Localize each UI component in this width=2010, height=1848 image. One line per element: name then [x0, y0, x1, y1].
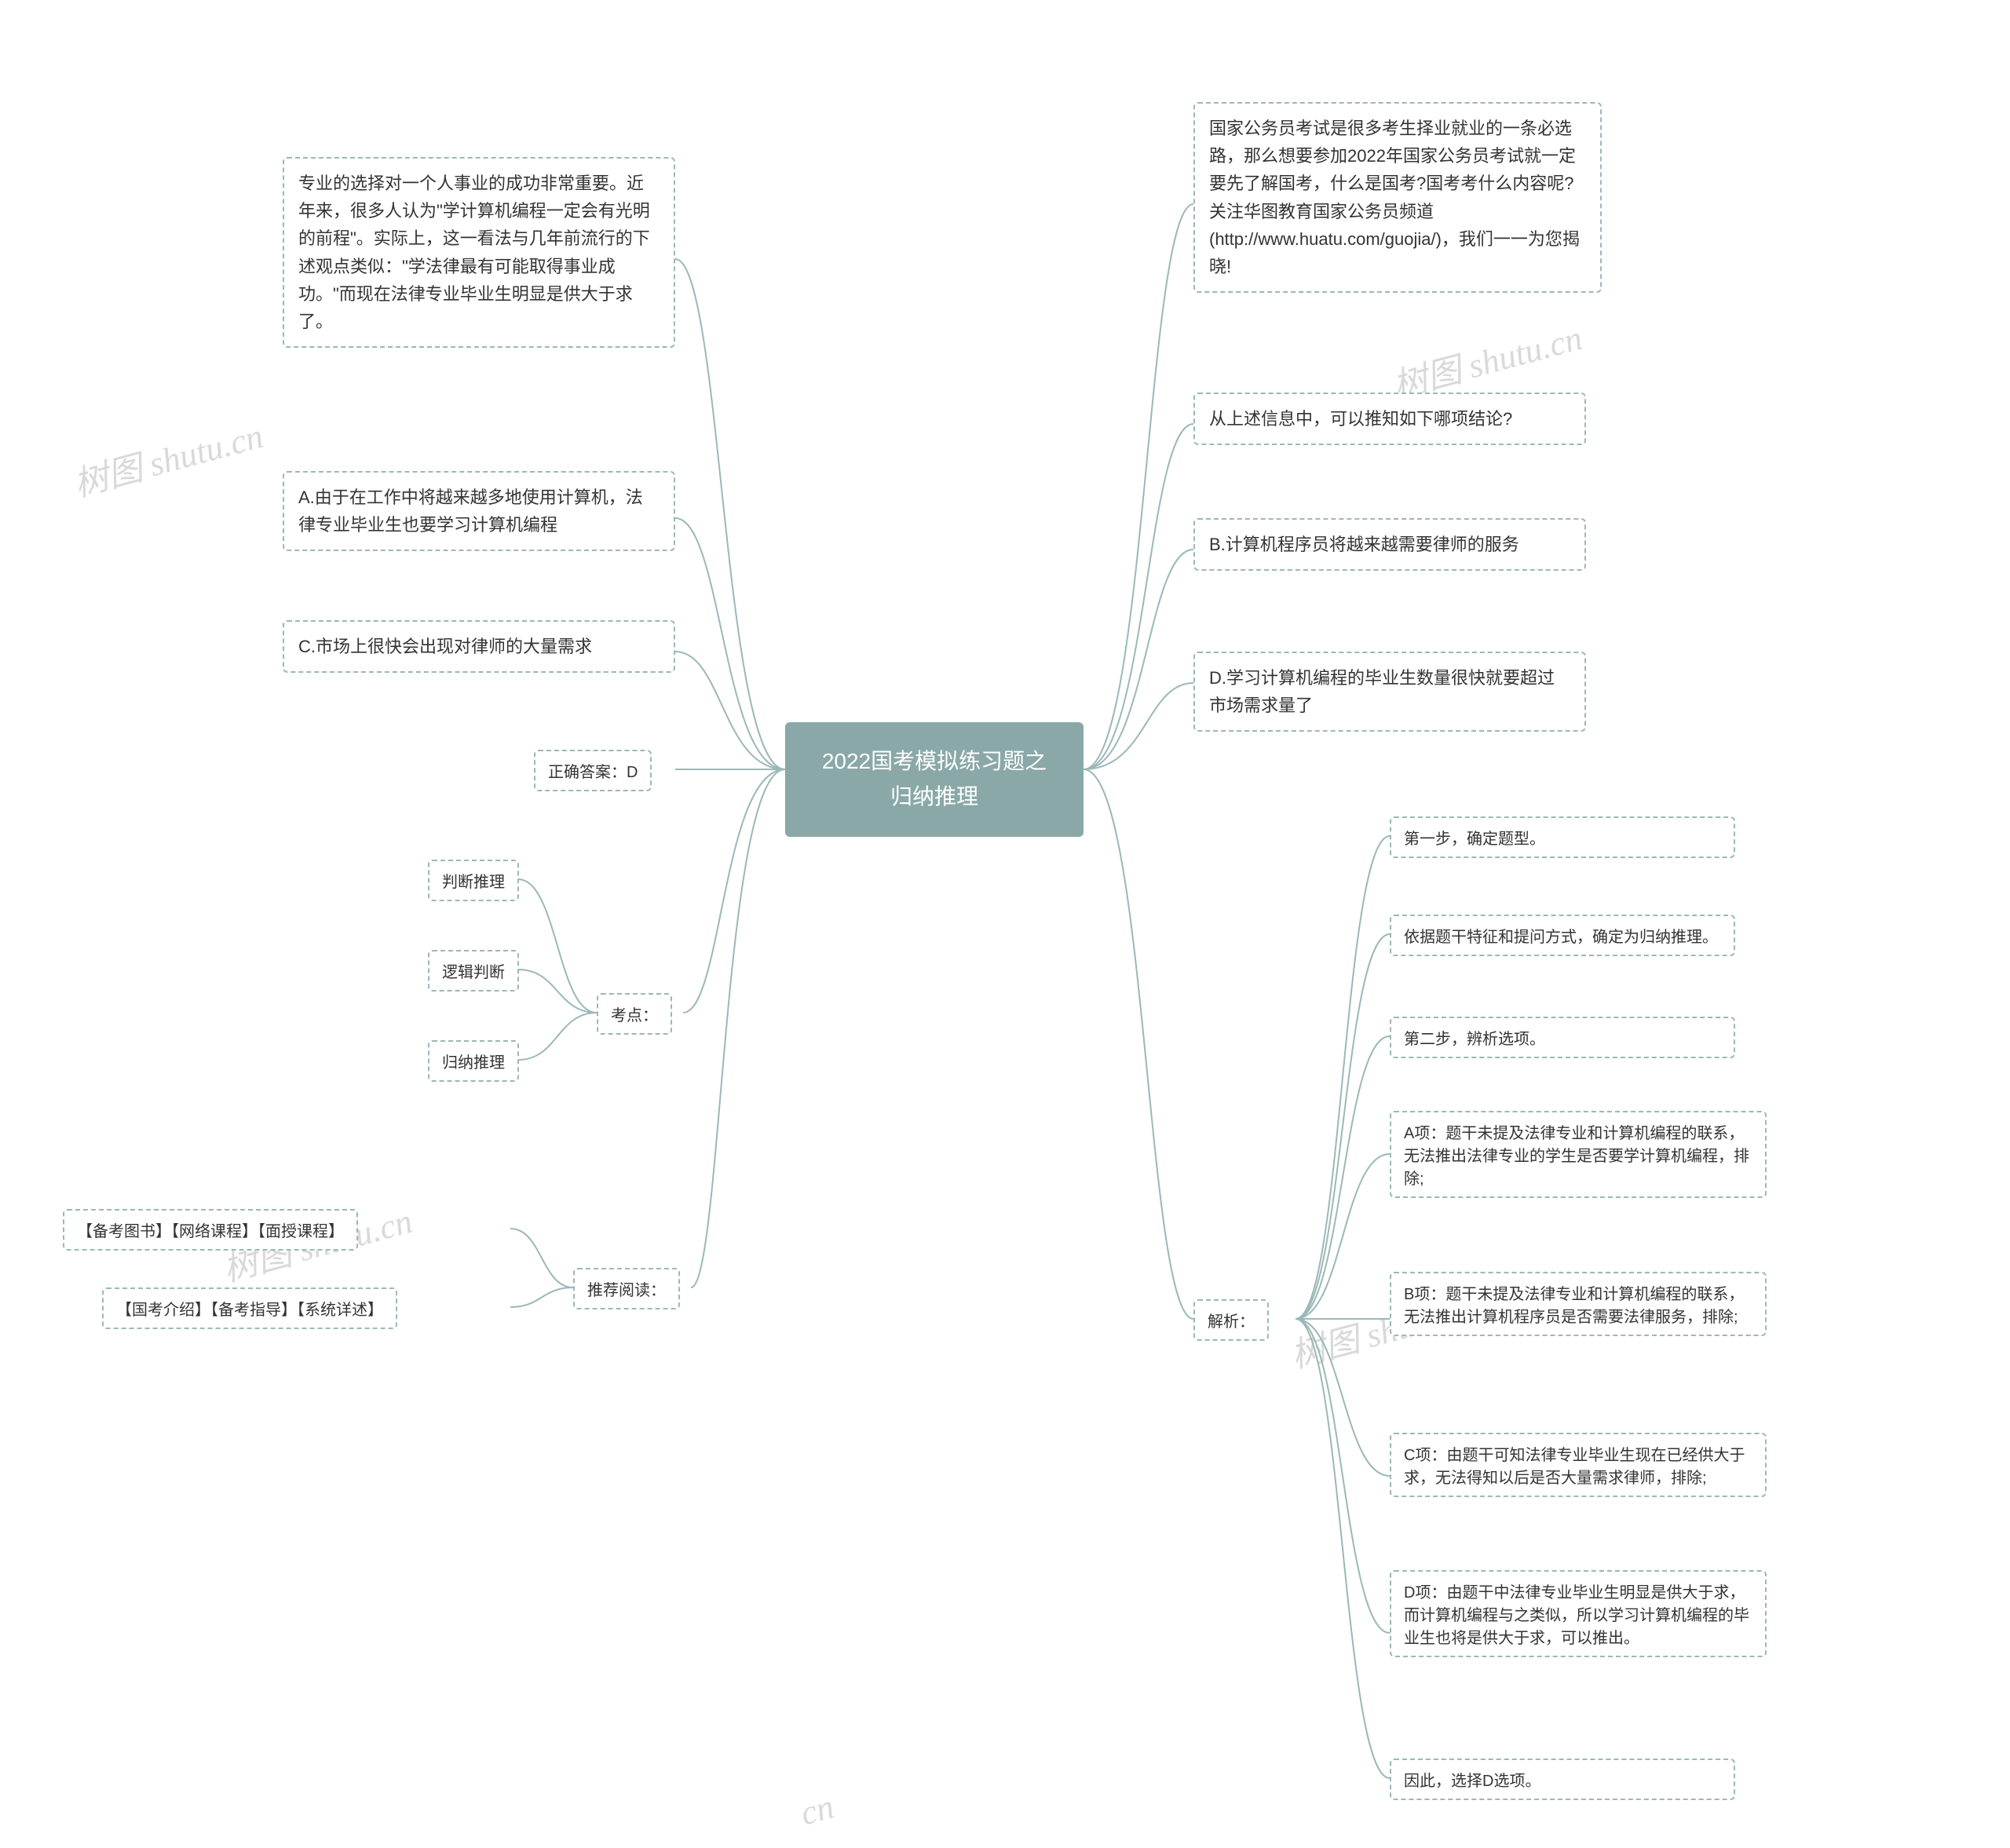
- right-sub-c: C项：由题干可知法律专业毕业生现在已经供大于求，无法得知以后是否大量需求律师，排…: [1390, 1433, 1767, 1497]
- right-node-option-b: B.计算机程序员将越来越需要律师的服务: [1193, 518, 1586, 571]
- watermark: 树图 shutu.cn: [68, 407, 268, 506]
- right-sub-a: A项：题干未提及法律专业和计算机编程的联系，无法推出法律专业的学生是否要学计算机…: [1390, 1111, 1767, 1198]
- right-node-analysis: 解析：: [1193, 1299, 1269, 1341]
- left-node-answer: 正确答案：D: [534, 750, 652, 791]
- right-sub-conclusion: 因此，选择D选项。: [1390, 1759, 1735, 1800]
- right-sub-basis: 依据题干特征和提问方式，确定为归纳推理。: [1390, 915, 1735, 956]
- left-sub-induct: 归纳推理: [428, 1040, 519, 1082]
- left-rec-2: 【国考介绍】【备考指导】【系统详述】: [102, 1287, 397, 1329]
- right-node-intro: 国家公务员考试是很多考生择业就业的一条必选路，那么想要参加2022年国家公务员考…: [1193, 102, 1602, 293]
- right-sub-step1: 第一步，确定题型。: [1390, 816, 1735, 858]
- left-node-option-c: C.市场上很快会出现对律师的大量需求: [283, 620, 675, 673]
- left-node-recommend: 推荐阅读：: [573, 1268, 680, 1309]
- right-sub-d: D项：由题干中法律专业毕业生明显是供大于求，而计算机编程与之类似，所以学习计算机…: [1390, 1570, 1767, 1657]
- left-node-option-a: A.由于在工作中将越来越多地使用计算机，法律专业毕业生也要学习计算机编程: [283, 471, 675, 551]
- left-rec-1: 【备考图书】【网络课程】【面授课程】: [63, 1209, 358, 1251]
- right-sub-step2: 第二步，辨析选项。: [1390, 1017, 1735, 1058]
- left-sub-logic: 逻辑判断: [428, 950, 519, 992]
- left-sub-judge: 判断推理: [428, 860, 519, 901]
- left-node-passage: 专业的选择对一个人事业的成功非常重要。近年来，很多人认为"学计算机编程一定会有光…: [283, 157, 675, 348]
- right-node-option-d: D.学习计算机编程的毕业生数量很快就要超过市场需求量了: [1193, 652, 1586, 732]
- right-sub-b: B项：题干未提及法律专业和计算机编程的联系，无法推出计算机程序员是否需要法律服务…: [1390, 1272, 1767, 1336]
- left-node-kaodian: 考点：: [597, 993, 672, 1035]
- watermark: cn: [796, 1786, 838, 1833]
- right-node-question: 从上述信息中，可以推知如下哪项结论?: [1193, 393, 1586, 445]
- center-node: 2022国考模拟练习题之归纳推理: [785, 722, 1084, 837]
